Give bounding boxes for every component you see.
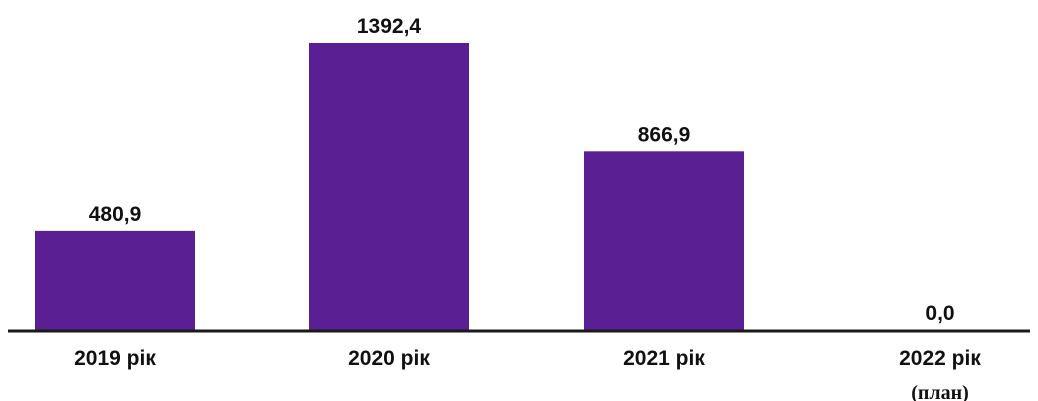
bar-3	[584, 151, 744, 330]
category-label-3: 2021 рік	[623, 347, 705, 370]
value-label-3: 866,9	[638, 123, 691, 146]
value-label-1: 480,9	[89, 203, 142, 226]
value-label-4: 0,0	[925, 302, 954, 325]
bar-1	[35, 230, 195, 330]
value-label-2: 1392,4	[357, 15, 422, 38]
category-sublabel-4: (план)	[911, 382, 969, 401]
category-label-4: 2022 рік	[899, 347, 981, 370]
category-label-1: 2019 рік	[74, 347, 156, 370]
bar-2	[309, 43, 469, 330]
category-label-2: 2020 рік	[348, 347, 430, 370]
